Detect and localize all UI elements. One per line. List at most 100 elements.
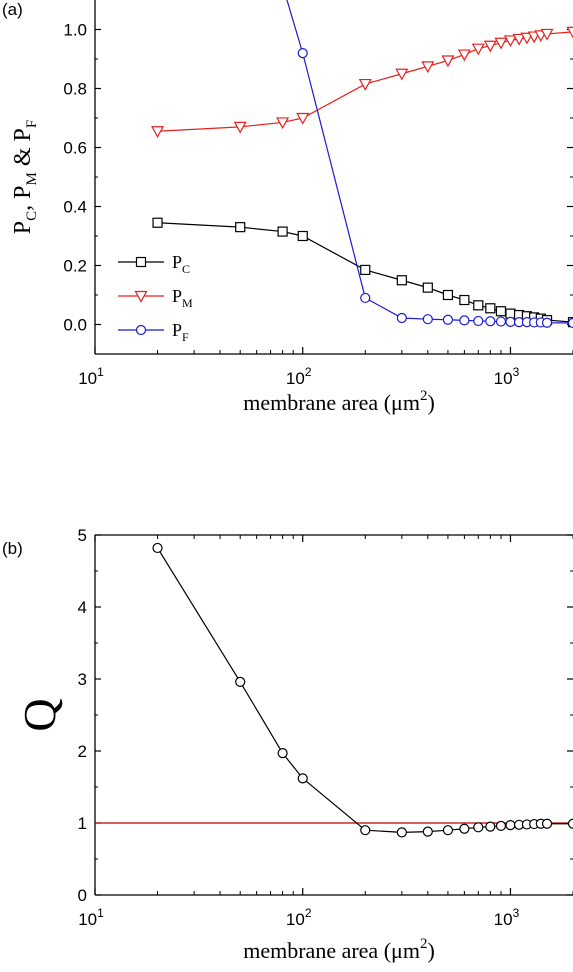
data-point (297, 773, 308, 784)
data-point (459, 315, 470, 326)
x-axis-label-sup: 2 (420, 936, 428, 952)
x-tick-exponent: 2 (305, 365, 312, 379)
data-point (495, 316, 507, 327)
data-point (235, 676, 246, 687)
legend-label: PM (172, 286, 193, 310)
data-point (277, 226, 288, 237)
x-tick-exponent: 3 (513, 365, 520, 379)
y-tick-label: 0.8 (63, 80, 87, 99)
y-tick-label: 1.0 (63, 21, 87, 40)
data-point (152, 542, 163, 554)
y-tick-label: 0.6 (63, 139, 87, 158)
x-tick-label: 102 (286, 906, 312, 929)
data-point (297, 230, 308, 242)
x-tick-label: 103 (494, 906, 520, 929)
data-point (459, 294, 470, 306)
data-point (494, 37, 508, 50)
legend-label: PC (172, 252, 190, 276)
y-axis-label-subscript: F (24, 120, 40, 128)
data-point (495, 306, 507, 317)
panel-label: (b) (2, 539, 23, 558)
y-tick-label: 5 (78, 526, 87, 545)
y-axis-label-subscript: C (24, 211, 40, 221)
data-point (442, 289, 454, 301)
data-point (422, 282, 433, 293)
plot-area (152, 542, 573, 838)
x-tick-base: 10 (78, 910, 97, 929)
legend-label-main: P (172, 320, 182, 340)
y-axis-label-main: , P (10, 185, 36, 210)
data-point (296, 112, 310, 125)
legend-label: PF (172, 320, 189, 344)
data-point (485, 303, 496, 314)
data-point (473, 300, 484, 311)
data-point (485, 316, 496, 327)
data-point (358, 78, 372, 91)
data-point (540, 28, 554, 41)
data-point (441, 55, 455, 68)
data-point (277, 748, 288, 759)
data-point (567, 317, 573, 329)
data-point (422, 826, 433, 837)
data-point (495, 820, 507, 831)
data-point (505, 308, 516, 319)
x-tick-base: 10 (78, 369, 97, 388)
y-tick-label: 0.0 (63, 316, 87, 335)
legend-label-subscript: F (182, 330, 189, 344)
y-tick-label: 2 (78, 742, 87, 761)
data-point (483, 40, 497, 53)
data-point (505, 316, 516, 327)
x-axis-label-sup: 2 (420, 388, 428, 404)
legend-marker (134, 290, 148, 303)
legend-marker (135, 324, 147, 336)
x-axis-label-close: ) (427, 938, 434, 963)
data-point (235, 222, 246, 233)
x-tick-exponent: 2 (305, 906, 312, 920)
y-axis-label: Q (14, 698, 65, 731)
y-axis-label-main: & P (10, 128, 36, 172)
data-point (297, 47, 308, 59)
x-axis-label-main: membrane area (μm (243, 938, 420, 963)
data-point (233, 121, 247, 134)
data-point (520, 32, 534, 45)
x-tick-base: 10 (286, 910, 305, 929)
data-point (473, 822, 484, 833)
data-point (485, 821, 496, 832)
x-tick-exponent: 3 (513, 906, 520, 920)
y-axis-label-main: P (10, 221, 36, 234)
data-point (152, 217, 163, 228)
data-point (503, 35, 517, 48)
data-point (541, 818, 553, 829)
x-tick-label: 102 (286, 365, 312, 388)
data-point (541, 317, 553, 328)
data-point (505, 820, 516, 831)
x-tick-exponent: 1 (97, 365, 104, 379)
data-point (566, 26, 573, 39)
y-tick-label: 4 (78, 598, 87, 617)
data-point (422, 314, 433, 325)
x-tick-label: 101 (78, 365, 104, 388)
data-point (396, 275, 407, 286)
data-point (396, 312, 407, 324)
data-point (395, 68, 409, 81)
x-tick-label: 101 (78, 906, 104, 929)
data-point (421, 61, 435, 74)
x-tick-label: 103 (494, 365, 520, 388)
data-point (567, 818, 573, 829)
data-point (471, 43, 485, 56)
y-tick-label: 0 (78, 886, 87, 905)
legend-label-main: P (172, 252, 182, 272)
data-point (276, 117, 290, 130)
y-tick-label: 1 (78, 814, 87, 833)
data-point (396, 827, 407, 838)
x-tick-exponent: 1 (97, 906, 104, 920)
data-point (512, 33, 526, 46)
panel-label: (a) (2, 0, 23, 19)
legend-label-main: P (172, 286, 182, 306)
legend-label-subscript: M (182, 296, 193, 310)
legend-marker (135, 256, 147, 268)
data-point (360, 825, 371, 836)
